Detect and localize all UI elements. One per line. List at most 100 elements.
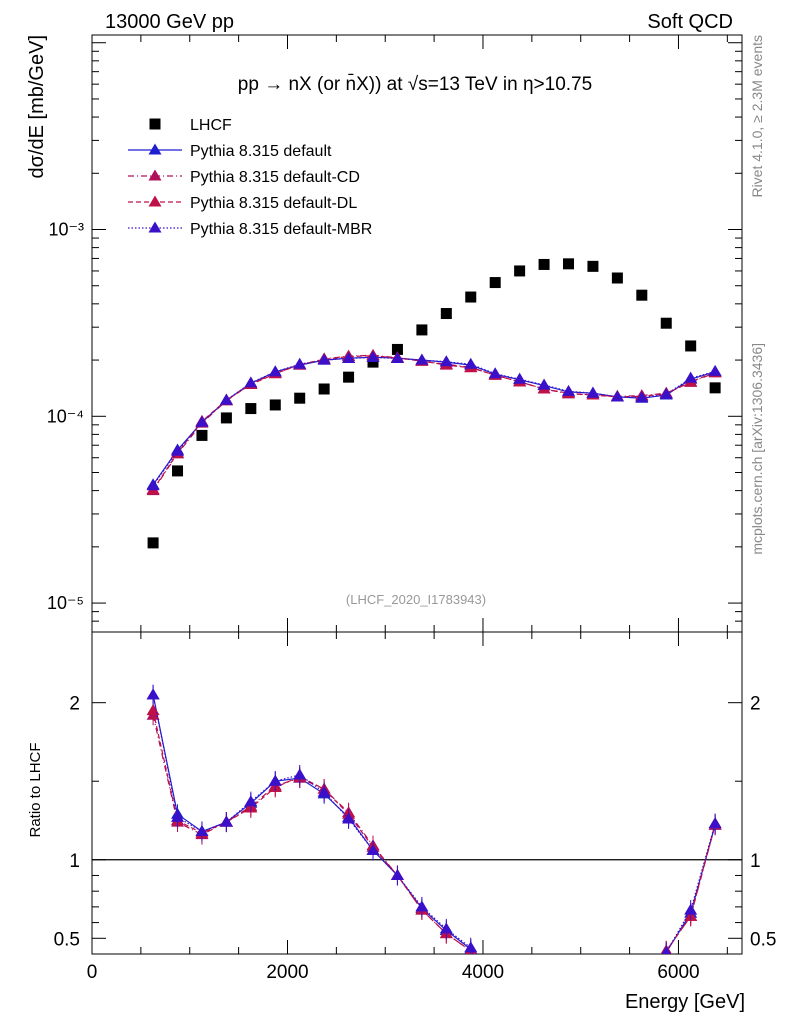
y-tick-label-ratio: 1: [69, 851, 80, 872]
legend-marker: [149, 118, 161, 130]
lhcf-point: [685, 340, 697, 352]
ratio-point: [415, 900, 429, 912]
lhcf-point: [465, 291, 477, 303]
lhcf-point: [416, 324, 428, 336]
main-point: [537, 378, 551, 390]
x-tick-label: 0: [87, 962, 98, 983]
y-tick-label-ratio-right: 1: [750, 851, 761, 872]
legend-entry: Pythia 8.315 default-CD: [190, 169, 360, 186]
legend-entry: Pythia 8.315 default: [190, 143, 332, 160]
ratio-point: [661, 945, 671, 954]
ratio-data-series: [146, 684, 722, 954]
x-tick-label: 2000: [266, 962, 308, 983]
lhcf-point: [587, 260, 599, 272]
ratio-line-pythia-8-315-default-dl: [664, 823, 716, 954]
x-tick-label: 6000: [657, 962, 699, 983]
lhcf-point: [269, 399, 281, 411]
y-tick-label-ratio: 2: [69, 694, 80, 715]
legend-marker: [148, 221, 162, 233]
main-axis-ticks: 10⁻⁵ 10⁻⁴ 10⁻³: [47, 35, 742, 633]
main-point: [268, 365, 282, 377]
ratio-line-pythia-8-315-default-mbr: [665, 823, 716, 954]
ratio-panel-frame: [91, 631, 743, 955]
lhcf-point: [245, 403, 257, 415]
ratio-point: [195, 824, 209, 837]
lhcf-point: [538, 258, 550, 270]
y-tick-label-ratio-right: 0.5: [750, 929, 776, 950]
main-line-pythia-8-315-default-mbr: [152, 356, 716, 487]
header-left: 13000 GeV pp: [105, 11, 234, 33]
main-point: [317, 353, 331, 365]
lhcf-point: [172, 465, 184, 477]
y-axis-label-ratio: Ratio to LHCF: [27, 742, 44, 837]
main-point: [171, 444, 185, 456]
lhcf-point: [343, 371, 355, 383]
main-point: [659, 387, 673, 399]
main-data-series: [146, 258, 722, 549]
lhcf-point: [294, 392, 306, 404]
lhcf-point: [391, 343, 403, 355]
main-point: [464, 357, 478, 369]
main-point: [562, 384, 576, 396]
header-right: Soft QCD: [647, 11, 733, 33]
ratio-point: [342, 812, 356, 824]
lhcf-point: [709, 382, 721, 394]
ratio-point: [171, 810, 185, 822]
legend-entry: LHCF: [190, 117, 232, 134]
lhcf-point: [514, 265, 526, 277]
rivet-label: Rivet 4.1.0, ≥ 2.3M events: [749, 35, 765, 198]
ratio-point: [439, 922, 453, 934]
lhcf-point: [367, 356, 379, 368]
ratio-point: [244, 795, 258, 807]
main-point: [684, 371, 698, 383]
legend-entry: Pythia 8.315 default-DL: [190, 195, 357, 212]
ratio-point: [464, 941, 478, 953]
main-point: [293, 357, 307, 369]
ratio-point: [146, 704, 160, 716]
main-line-pythia-8-315-default-cd: [152, 354, 716, 491]
lhcf-point: [220, 412, 232, 424]
legend: LHCF Pythia 8.315 default Pythia 8.315 def…: [128, 117, 372, 238]
lhcf-point: [636, 289, 648, 301]
main-point: [439, 355, 453, 367]
ratio-point: [146, 688, 160, 700]
y-tick-label-main: 10⁻⁵: [47, 593, 84, 613]
y-tick-label-ratio-right: 2: [750, 694, 761, 715]
main-line-pythia-8-315-default: [152, 356, 716, 486]
main-point: [146, 479, 160, 491]
lhcf-point: [147, 537, 159, 549]
ratio-point: [317, 785, 331, 797]
ratio-point: [390, 868, 404, 881]
lhcf-point: [440, 308, 452, 320]
main-point: [635, 391, 649, 403]
lhcf-point: [318, 383, 330, 395]
plot-title: pp → nX (or n̄X)) at √s=13 TeV in η>10.7…: [238, 74, 592, 95]
ratio-point: [268, 774, 282, 786]
lhcf-point: [660, 317, 672, 329]
y-tick-label-main: 10⁻⁴: [47, 406, 84, 426]
legend-marker: [148, 169, 162, 181]
main-point: [586, 386, 600, 398]
y-axis-label-main: dσ/dE [mb/GeV]: [26, 35, 48, 179]
ratio-point: [219, 815, 233, 827]
main-line-pythia-8-315-default-dl: [152, 355, 716, 490]
legend-entry: Pythia 8.315 default-MBR: [190, 221, 372, 238]
ratio-point: [366, 843, 380, 855]
main-point: [610, 390, 624, 402]
lhcf-point: [563, 258, 575, 270]
main-point: [415, 353, 429, 365]
analysis-watermark: (LHCF_2020_I1783943): [346, 592, 486, 607]
ratio-point: [708, 817, 722, 829]
main-point: [244, 376, 258, 388]
ratio-point: [293, 768, 307, 780]
main-point: [513, 372, 527, 384]
mcplots-label: mcplots.cern.ch [arXiv:1306.3436]: [749, 343, 765, 555]
main-point: [488, 367, 502, 379]
x-axis-label: Energy [GeV]: [625, 991, 745, 1013]
legend-marker: [148, 143, 162, 155]
ratio-axis-ticks: 0 2000 4000 6000 0.5 0.5 1 1 2 2: [54, 632, 776, 983]
x-tick-label: 4000: [462, 962, 504, 983]
main-point: [390, 351, 404, 364]
main-point: [219, 393, 233, 405]
